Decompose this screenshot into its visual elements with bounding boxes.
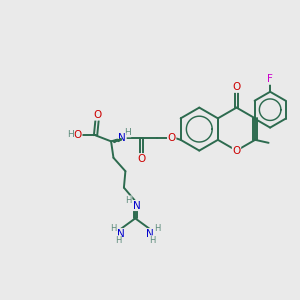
Text: N: N	[133, 200, 141, 211]
Text: O: O	[138, 154, 146, 164]
Text: O: O	[93, 110, 101, 120]
Text: H: H	[154, 224, 160, 233]
Text: H: H	[149, 236, 156, 245]
Text: O: O	[232, 146, 241, 156]
Text: O: O	[168, 134, 176, 143]
Text: F: F	[267, 74, 273, 84]
Text: H: H	[110, 224, 117, 233]
Text: H: H	[67, 130, 74, 139]
Text: N: N	[146, 229, 154, 238]
Text: H: H	[125, 196, 132, 205]
Text: N: N	[118, 134, 126, 143]
Text: H: H	[115, 236, 121, 245]
Text: O: O	[232, 82, 241, 92]
Text: O: O	[74, 130, 82, 140]
Text: N: N	[117, 229, 125, 238]
Text: H: H	[124, 128, 131, 137]
